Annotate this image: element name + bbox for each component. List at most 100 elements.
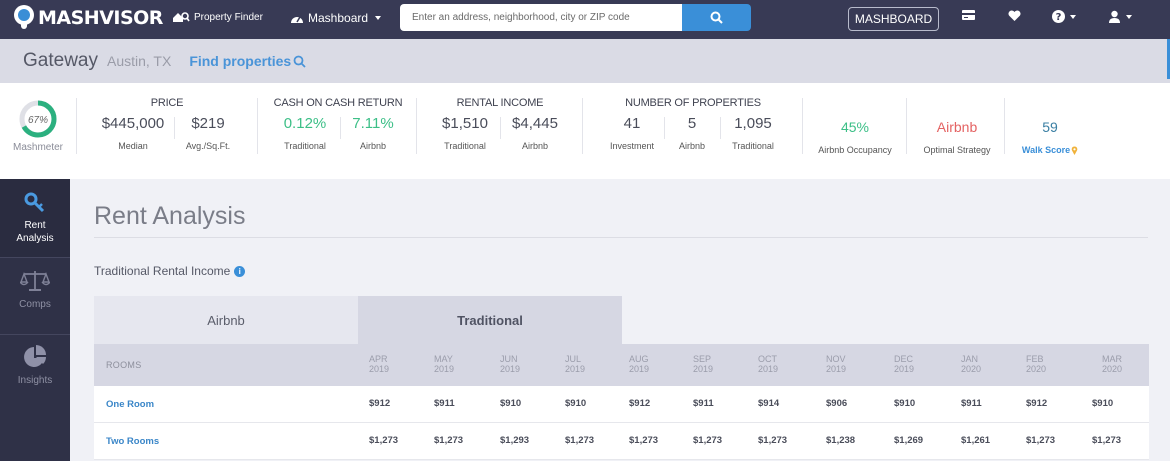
month-header: MAR 2020 bbox=[1102, 354, 1123, 374]
mashmeter-donut: 67% bbox=[19, 100, 57, 138]
month-header: FEB 2020 bbox=[1026, 354, 1047, 374]
properties-investment-label: Investment bbox=[609, 141, 655, 151]
strategy-value: Airbnb bbox=[936, 119, 978, 135]
rental-traditional-label: Traditional bbox=[444, 141, 486, 151]
rent-cell: $910 bbox=[1092, 398, 1114, 409]
rental-income-group: RENTAL INCOME $1,510 Traditional $4,445 Ai… bbox=[430, 97, 570, 151]
scrollbar[interactable] bbox=[1167, 39, 1170, 79]
divider bbox=[802, 98, 803, 154]
rent-cell: $911 bbox=[434, 398, 455, 409]
divider bbox=[1004, 98, 1005, 154]
svg-text:?: ? bbox=[1056, 12, 1062, 23]
month-header: NOV 2019 bbox=[826, 354, 847, 374]
address-search-input[interactable] bbox=[400, 4, 682, 31]
mashboard-menu[interactable]: Mashboard bbox=[290, 11, 382, 25]
rent-cell: $1,273 bbox=[434, 435, 464, 446]
sidebar-item-insights[interactable]: Insights bbox=[0, 335, 70, 413]
rent-cell: $912 bbox=[1026, 398, 1048, 409]
map-pin-logo-icon bbox=[14, 5, 34, 31]
properties-airbnb: 5 bbox=[687, 115, 697, 132]
help-icon: ? bbox=[1052, 10, 1065, 23]
info-icon[interactable]: i bbox=[234, 265, 246, 277]
tab-airbnb[interactable]: Airbnb bbox=[94, 296, 358, 344]
price-group: PRICE $445,000 Median $219 Avg./Sq.Ft. bbox=[92, 97, 242, 151]
rent-cell: $906 bbox=[826, 398, 848, 409]
rent-cell: $1,273 bbox=[1026, 435, 1056, 446]
month-header: APR 2019 bbox=[369, 354, 390, 374]
help-menu[interactable]: ? bbox=[1052, 10, 1076, 23]
rent-cell: $1,293 bbox=[500, 435, 530, 446]
search-icon bbox=[293, 55, 306, 68]
chevron-down-icon bbox=[1070, 14, 1076, 19]
divider bbox=[906, 98, 907, 154]
search-button[interactable] bbox=[682, 4, 751, 31]
month-header: OCT 2019 bbox=[758, 354, 779, 374]
mashboard-menu-label: Mashboard bbox=[308, 11, 369, 25]
rent-cell: $910 bbox=[894, 398, 916, 409]
divider bbox=[257, 98, 258, 154]
mashboard-button[interactable]: MASHBOARD bbox=[848, 7, 939, 31]
price-heading: PRICE bbox=[150, 97, 184, 109]
section-heading: Traditional Rental Income i bbox=[94, 264, 246, 278]
occupancy-value: 45% bbox=[840, 119, 870, 135]
sidebar-item-rent-analysis[interactable]: Rent Analysis bbox=[0, 179, 70, 257]
stats-bar: 67% Mashmeter PRICE $445,000 Median $219 A… bbox=[0, 83, 1170, 179]
walk-score-link[interactable]: Walk Score bbox=[1021, 145, 1071, 155]
top-nav: MASHVISOR Property Finder Mashboard MASH… bbox=[0, 0, 1170, 39]
property-finder-link[interactable]: Property Finder bbox=[172, 11, 263, 23]
tab-traditional[interactable]: Traditional bbox=[358, 296, 622, 344]
optimal-strategy: Airbnb Optimal Strategy bbox=[912, 119, 1002, 155]
rental-income-heading: RENTAL INCOME bbox=[456, 97, 544, 109]
coc-traditional-label: Traditional bbox=[284, 141, 326, 151]
properties-airbnb-label: Airbnb bbox=[678, 141, 705, 151]
sidebar-label: Comps bbox=[19, 299, 51, 310]
rental-traditional: $1,510 bbox=[442, 115, 488, 132]
rent-cell: $1,261 bbox=[961, 435, 991, 446]
search-icon bbox=[710, 11, 723, 24]
coc-traditional: 0.12% bbox=[283, 115, 327, 132]
rent-table: ROOMS APR 2019 MAY 2019 JUN 2019 JUL 2019 AU… bbox=[94, 344, 1149, 460]
rent-cell: $1,238 bbox=[826, 435, 856, 446]
rent-cell: $910 bbox=[565, 398, 587, 409]
month-header: DEC 2019 bbox=[894, 354, 915, 374]
table-row: Two Rooms $1,273 $1,273 $1,293 $1,273 $1… bbox=[94, 423, 1149, 460]
divider bbox=[76, 98, 77, 154]
rent-cell: $912 bbox=[629, 398, 651, 409]
billing-card-button[interactable] bbox=[962, 10, 975, 20]
rent-cell: $1,273 bbox=[565, 435, 595, 446]
left-sidebar: Rent Analysis Comps Insights bbox=[0, 179, 70, 461]
coc-airbnb-label: Airbnb bbox=[359, 141, 386, 151]
chevron-down-icon bbox=[375, 16, 382, 20]
address-search bbox=[400, 4, 751, 31]
svg-text:67%: 67% bbox=[28, 115, 48, 126]
mashmeter: 67% Mashmeter bbox=[10, 99, 66, 153]
divider bbox=[416, 98, 417, 154]
airbnb-occupancy: 45% Airbnb Occupancy bbox=[808, 119, 902, 155]
month-header: JUN 2019 bbox=[500, 354, 521, 374]
sidebar-label: Insights bbox=[17, 375, 53, 386]
room-type-link[interactable]: One Room bbox=[106, 399, 155, 410]
brand-logo[interactable]: MASHVISOR bbox=[14, 5, 163, 31]
find-properties-link[interactable]: Find properties bbox=[189, 53, 306, 69]
favorites-button[interactable] bbox=[1008, 10, 1021, 22]
scales-icon bbox=[19, 271, 51, 291]
month-header: JAN 2020 bbox=[961, 354, 982, 374]
properties-investment: 41 bbox=[623, 115, 641, 132]
dashboard-gauge-icon bbox=[291, 16, 303, 23]
price-per-sqft: $219 bbox=[191, 115, 225, 132]
sidebar-label: Analysis bbox=[16, 233, 54, 244]
properties-heading: NUMBER OF PROPERTIES bbox=[625, 97, 761, 109]
room-type-link[interactable]: Two Rooms bbox=[106, 436, 160, 447]
rental-airbnb-label: Airbnb bbox=[521, 141, 548, 151]
user-menu[interactable] bbox=[1108, 10, 1132, 23]
brand-name: MASHVISOR bbox=[38, 7, 163, 29]
rent-cell: $914 bbox=[758, 398, 780, 409]
strategy-label: Optimal Strategy bbox=[923, 145, 991, 155]
key-icon bbox=[24, 192, 45, 213]
number-of-properties-group: NUMBER OF PROPERTIES 41 Investment 5 Airbn… bbox=[600, 97, 786, 151]
coc-airbnb: 7.11% bbox=[352, 115, 394, 132]
rent-cell: $910 bbox=[500, 398, 522, 409]
sidebar-item-comps[interactable]: Comps bbox=[0, 258, 70, 336]
rent-cell: $1,273 bbox=[1092, 435, 1122, 446]
divider bbox=[0, 257, 70, 258]
